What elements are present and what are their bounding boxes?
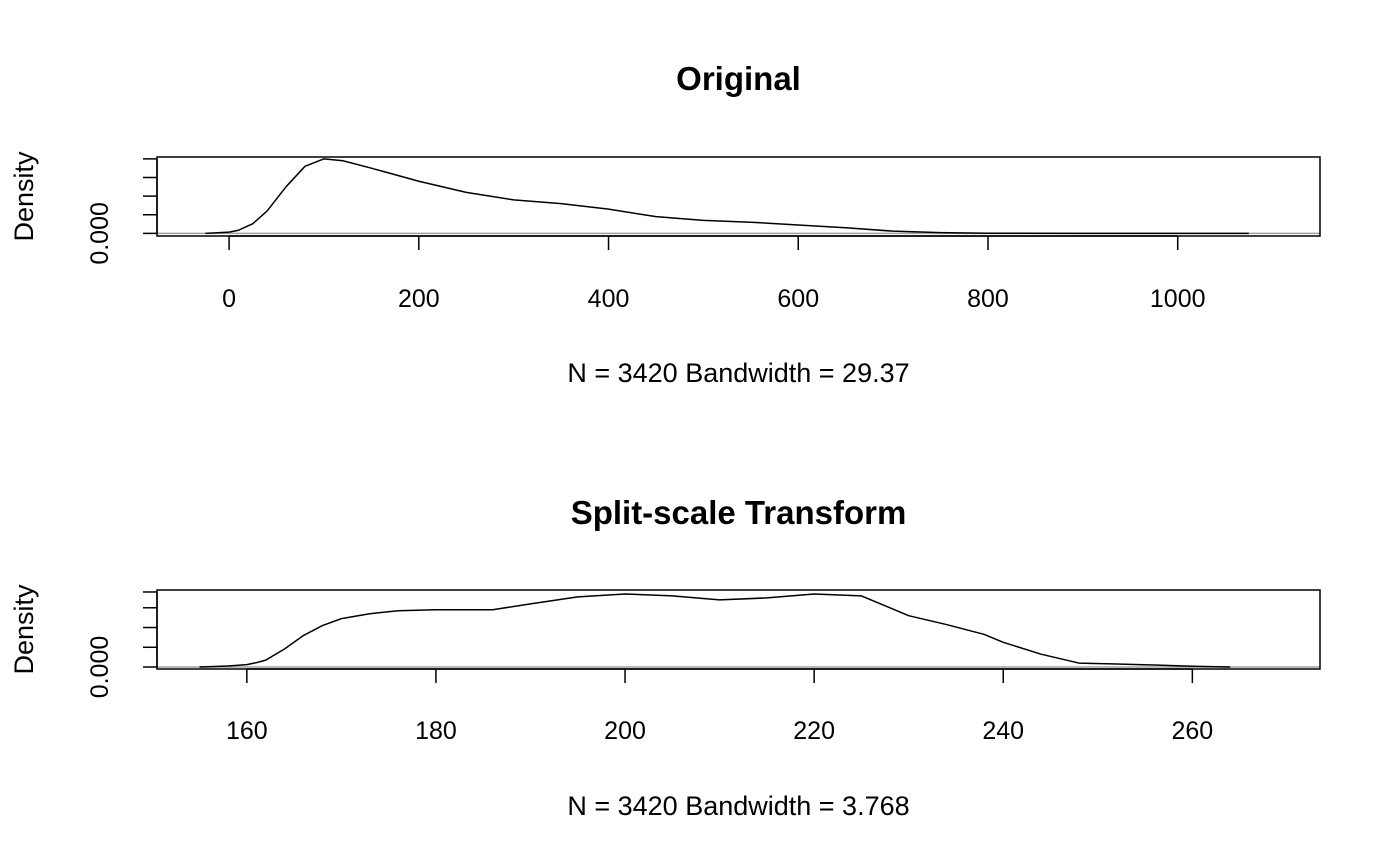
x-tick-label: 800 [967,285,1009,313]
y-axis-label: Density [9,151,39,242]
x-axis-label: N = 3420 Bandwidth = 29.37 [567,358,909,388]
x-tick-label: 200 [604,717,646,745]
original-density-panel: Original N = 3420 Bandwidth = 29.37 Densit… [9,60,1321,388]
x-tick-label: 0 [222,285,236,313]
x-tick-label: 1000 [1150,285,1206,313]
y-tick-label: 0.000 [86,202,114,265]
chart-title: Split-scale Transform [571,494,907,531]
y-tick-label: 0.000 [86,636,114,699]
split-scale-density-panel: Split-scale Transform N = 3420 Bandwidth … [9,494,1321,821]
density-curve [199,593,1231,668]
y-axis-label: Density [9,584,39,675]
x-tick-label: 160 [226,717,268,745]
plot-frame [156,589,1321,670]
x-axis-label: N = 3420 Bandwidth = 3.768 [567,791,909,821]
x-tick-label: 220 [793,717,835,745]
x-tick-label: 260 [1171,717,1213,745]
x-tick-label: 180 [415,717,457,745]
chart-title: Original [676,60,801,97]
x-tick-label: 400 [588,285,630,313]
x-tick-label: 600 [777,285,819,313]
x-tick-label: 240 [982,717,1024,745]
x-tick-label: 200 [398,285,440,313]
plot-frame [156,156,1321,237]
density-curve [205,158,1249,235]
